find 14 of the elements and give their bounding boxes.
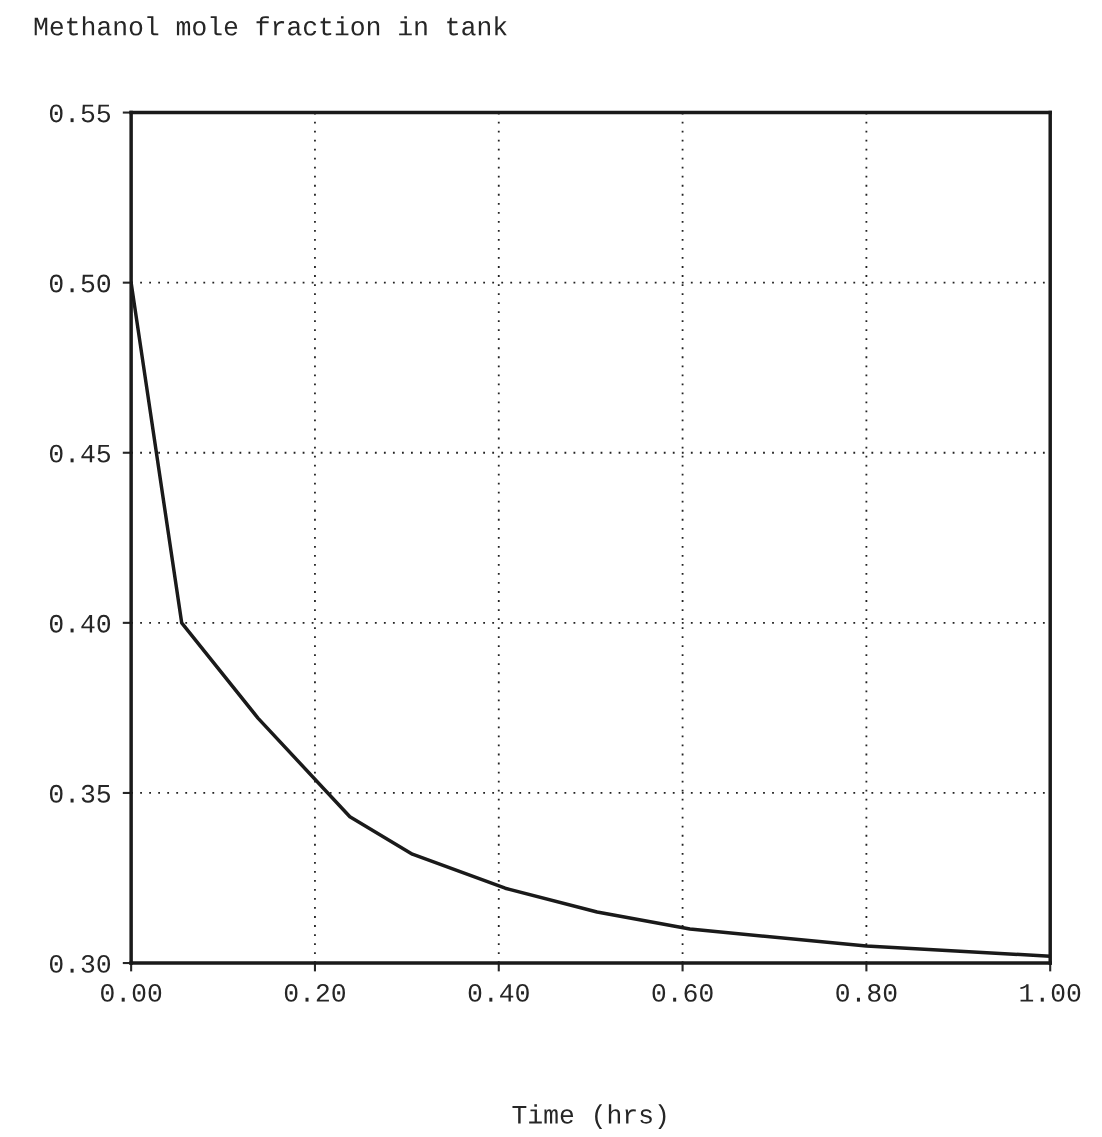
x-tick-label: 0.80 [836,983,897,1002]
y-tick-label: 0.55 [49,104,111,123]
x-tick-label: 0.60 [652,983,713,1002]
y-tick-label: 0.50 [49,274,111,293]
y-tick-label: 0.30 [49,954,111,973]
x-axis-title: Time (hrs) [512,1104,666,1129]
y-tick-label: 0.35 [49,784,111,803]
x-tick-label: 0.20 [284,983,345,1002]
x-tick-label: 0.00 [101,983,162,1002]
x-tick-label: 1.00 [1020,983,1081,1002]
x-tick-label: 0.40 [468,983,529,1002]
chart-title: Methanol mole fraction in tank [34,16,507,36]
y-tick-label: 0.45 [49,444,111,463]
y-tick-label: 0.40 [49,614,111,633]
